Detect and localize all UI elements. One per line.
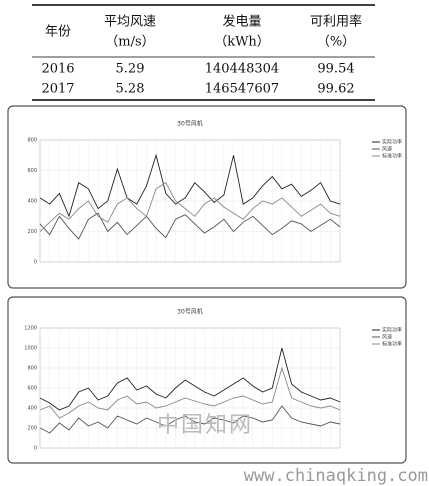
chart-title: 30号风机 [177,120,203,128]
legend-label: 风速 [382,147,392,153]
watermark: 中国知网 [157,413,253,438]
y-tick-label: 200 [27,426,37,432]
legend-label: 风速 [382,335,392,341]
legend-label: 标准功率 [382,153,402,160]
cell: 2016 [41,62,74,77]
y-tick-label: 1200 [24,326,37,332]
y-tick-label: 800 [27,366,37,372]
y-tick-label: 400 [27,199,37,205]
y-tick-label: 0 [34,446,37,452]
chart-title: 30号风机 [177,308,203,316]
legend-label: 标准功率 [382,341,402,348]
cell: 99.54 [317,62,354,77]
chart-panel [7,296,407,464]
watermark-url: www.chinaqking.com [244,466,428,486]
y-tick-label: 400 [27,406,37,412]
y-tick-label: 800 [27,138,37,144]
cell: 99.62 [317,82,354,97]
table: 年份 平均风速 （m/s） 发电量 （kWh） 可利用率 （%） 2016 5.… [32,4,375,101]
header-cell: 平均风速 [104,15,156,30]
y-tick-label: 0 [34,260,37,266]
header-cell: 发电量 [222,14,261,30]
header-cell: 可利用率 [310,14,362,30]
header-cell: 年份 [45,25,71,40]
series-line [39,182,341,232]
header-unit: （kWh） [214,35,270,50]
y-tick-label: 600 [27,168,37,174]
y-tick-label: 200 [27,229,37,235]
series-line [39,153,341,218]
series-line [39,212,341,240]
y-tick-label: 1000 [24,346,37,352]
y-tick-label: 600 [27,386,37,392]
cell: 5.28 [116,82,145,97]
series-line [39,366,341,419]
series-line [39,405,341,434]
cell: 140448304 [205,62,279,77]
header-unit: （%） [317,35,355,50]
series-line [39,347,341,411]
legend-label: 实际功率 [382,139,402,146]
header-unit: （m/s） [105,35,154,50]
legend-label: 实际功率 [382,327,402,334]
cell: 5.29 [116,62,145,77]
chart-panel [7,105,407,289]
cell: 146547607 [205,82,279,97]
cell: 2017 [41,82,74,97]
